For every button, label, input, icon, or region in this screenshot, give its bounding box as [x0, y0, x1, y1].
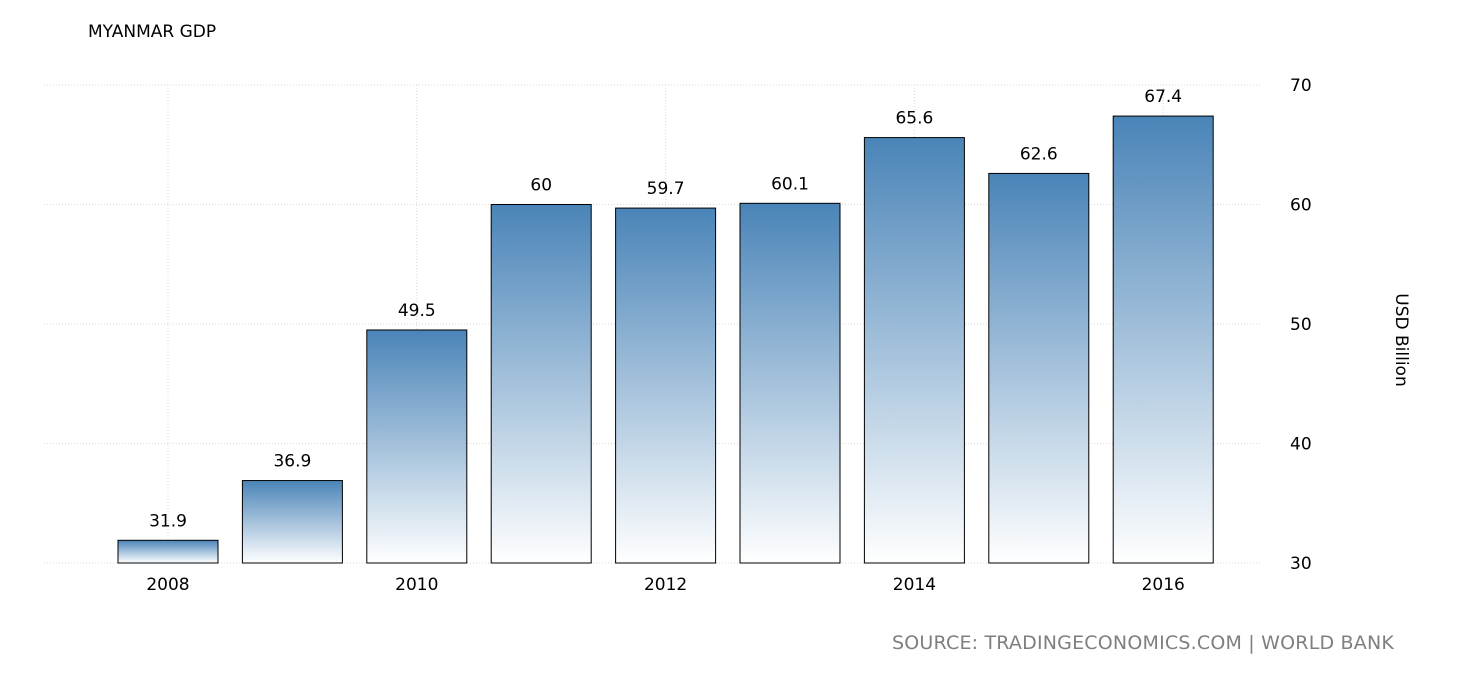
- bar: [988, 172, 1090, 564]
- x-axis-ticks: 2008 2010 2012 2014 2016: [146, 575, 1184, 595]
- bar: [241, 480, 343, 564]
- source-note: SOURCE: TRADINGECONOMICS.COM | WORLD BAN…: [892, 632, 1395, 654]
- bar: [615, 207, 717, 564]
- y-tick-label: 60: [1290, 196, 1312, 216]
- y-tick-label: 30: [1290, 554, 1312, 574]
- x-tick-label: 2012: [644, 575, 687, 595]
- data-label: 67.4: [1144, 87, 1182, 107]
- data-labels: 31.9 36.9 49.5 60 59.7 60.1 65.6 62.6 67.4: [149, 87, 1182, 531]
- data-label: 62.6: [1020, 144, 1058, 164]
- bars: [117, 115, 1214, 564]
- x-tick-label: 2016: [1142, 575, 1185, 595]
- bar: [863, 137, 965, 564]
- y-axis-label: USD Billion: [1391, 293, 1411, 386]
- x-tick-label: 2010: [395, 575, 438, 595]
- x-tick-label: 2008: [146, 575, 189, 595]
- y-tick-label: 70: [1290, 76, 1312, 96]
- data-label: 36.9: [273, 452, 311, 472]
- bar: [739, 202, 841, 564]
- data-label: 59.7: [647, 179, 685, 199]
- y-tick-label: 50: [1290, 315, 1312, 335]
- x-tick-label: 2014: [893, 575, 936, 595]
- data-label: 49.5: [398, 301, 436, 321]
- bar: [366, 329, 468, 564]
- data-label: 31.9: [149, 511, 187, 531]
- y-tick-label: 40: [1290, 435, 1312, 455]
- bar: [490, 204, 592, 564]
- data-label: 60.1: [771, 174, 809, 194]
- data-label: 60: [530, 176, 552, 196]
- data-label: 65.6: [895, 109, 933, 129]
- bar: [117, 539, 219, 564]
- chart-title: MYANMAR GDP: [88, 22, 217, 42]
- bar: [1112, 115, 1214, 564]
- y-axis-ticks: 30 40 50 60 70: [1290, 76, 1312, 574]
